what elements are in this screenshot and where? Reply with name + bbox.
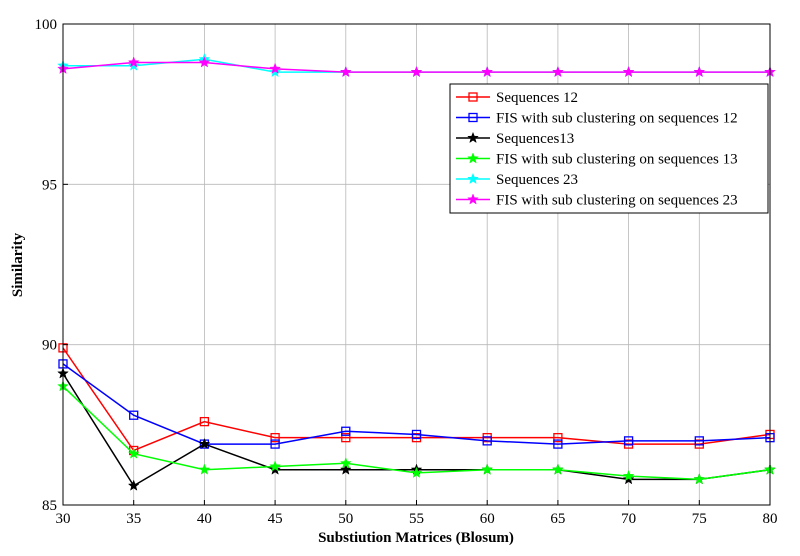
x-tick-label: 45	[268, 511, 283, 527]
y-tick-label: 85	[42, 498, 57, 514]
data-point	[622, 65, 635, 78]
data-point	[553, 439, 563, 449]
legend-item: Sequences13	[456, 131, 574, 147]
data-point	[694, 436, 704, 446]
axis-ticks: 30 35 40 45 50 55 60 65 70 75 80 85 90 95 100	[35, 17, 778, 527]
x-tick-label: 60	[480, 511, 495, 527]
legend-label: FIS with sub clustering on sequences 12	[496, 111, 738, 127]
data-point	[269, 65, 282, 78]
x-tick-label: 35	[126, 511, 141, 527]
data-point	[270, 439, 280, 449]
data-point	[129, 410, 139, 420]
series-2	[58, 359, 775, 449]
data-point	[481, 65, 494, 78]
legend-label: FIS with sub clustering on sequences 23	[496, 193, 738, 209]
data-point	[481, 463, 494, 475]
legend-label: Sequences 23	[496, 172, 578, 188]
data-point	[553, 433, 563, 443]
data-point	[482, 436, 492, 446]
data-point	[127, 479, 140, 491]
legend-item: FIS with sub clustering on sequences 13	[456, 152, 738, 168]
y-tick-label: 95	[42, 177, 57, 193]
series-line	[62, 347, 771, 452]
series-layer	[57, 53, 776, 491]
y-axis-label: Similarity	[10, 232, 26, 297]
y-tick-label: 90	[42, 338, 57, 354]
x-tick-label: 40	[197, 511, 212, 527]
y-tick-label: 100	[35, 17, 58, 33]
x-tick-label: 55	[409, 511, 424, 527]
data-point	[622, 469, 635, 482]
data-point	[410, 65, 423, 78]
legend: Sequences 12 FIS with sub clustering on s…	[449, 83, 769, 214]
legend-item: Sequences 23	[456, 172, 578, 188]
data-point	[551, 65, 564, 78]
x-axis-label: Substiution Matrices (Blosum)	[318, 530, 514, 546]
legend-label: Sequences13	[496, 131, 574, 147]
data-point	[198, 56, 211, 68]
x-tick-label: 80	[763, 511, 778, 527]
data-point	[198, 437, 211, 450]
x-tick-label: 30	[56, 511, 71, 527]
legend-box	[449, 83, 769, 214]
data-point	[551, 463, 564, 475]
data-point	[339, 65, 352, 78]
data-point	[410, 466, 423, 478]
legend-item: Sequences 12	[456, 90, 578, 106]
x-tick-label: 50	[338, 511, 353, 527]
series-line	[62, 363, 771, 445]
data-point	[199, 416, 210, 427]
data-point	[693, 473, 706, 485]
legend-marker	[467, 172, 479, 185]
data-point	[339, 463, 352, 475]
legend-label: FIS with sub clustering on sequences 13	[496, 152, 738, 168]
data-point	[127, 59, 140, 71]
legend-marker	[467, 131, 479, 144]
x-tick-label: 70	[621, 511, 636, 527]
data-point	[269, 463, 282, 475]
x-tick-label: 65	[550, 511, 565, 527]
x-tick-label: 75	[692, 511, 707, 527]
data-point	[341, 433, 351, 443]
data-point	[269, 62, 282, 74]
legend-marker	[468, 112, 478, 123]
data-point	[622, 473, 635, 485]
data-point	[339, 457, 352, 469]
data-point	[693, 65, 706, 78]
data-point	[623, 436, 634, 446]
legend-item: FIS with sub clustering on sequences 12	[456, 111, 738, 127]
legend-marker	[467, 193, 479, 205]
data-point	[127, 56, 140, 68]
data-point	[411, 429, 422, 440]
data-point	[127, 447, 140, 459]
data-point	[198, 463, 211, 475]
data-point	[341, 426, 351, 436]
legend-marker	[468, 92, 478, 102]
data-point	[270, 433, 280, 443]
legend-label: Sequences 12	[496, 90, 578, 106]
legend-item: FIS with sub clustering on sequences 23	[456, 193, 738, 209]
data-point	[269, 460, 282, 472]
legend-marker	[467, 152, 479, 164]
